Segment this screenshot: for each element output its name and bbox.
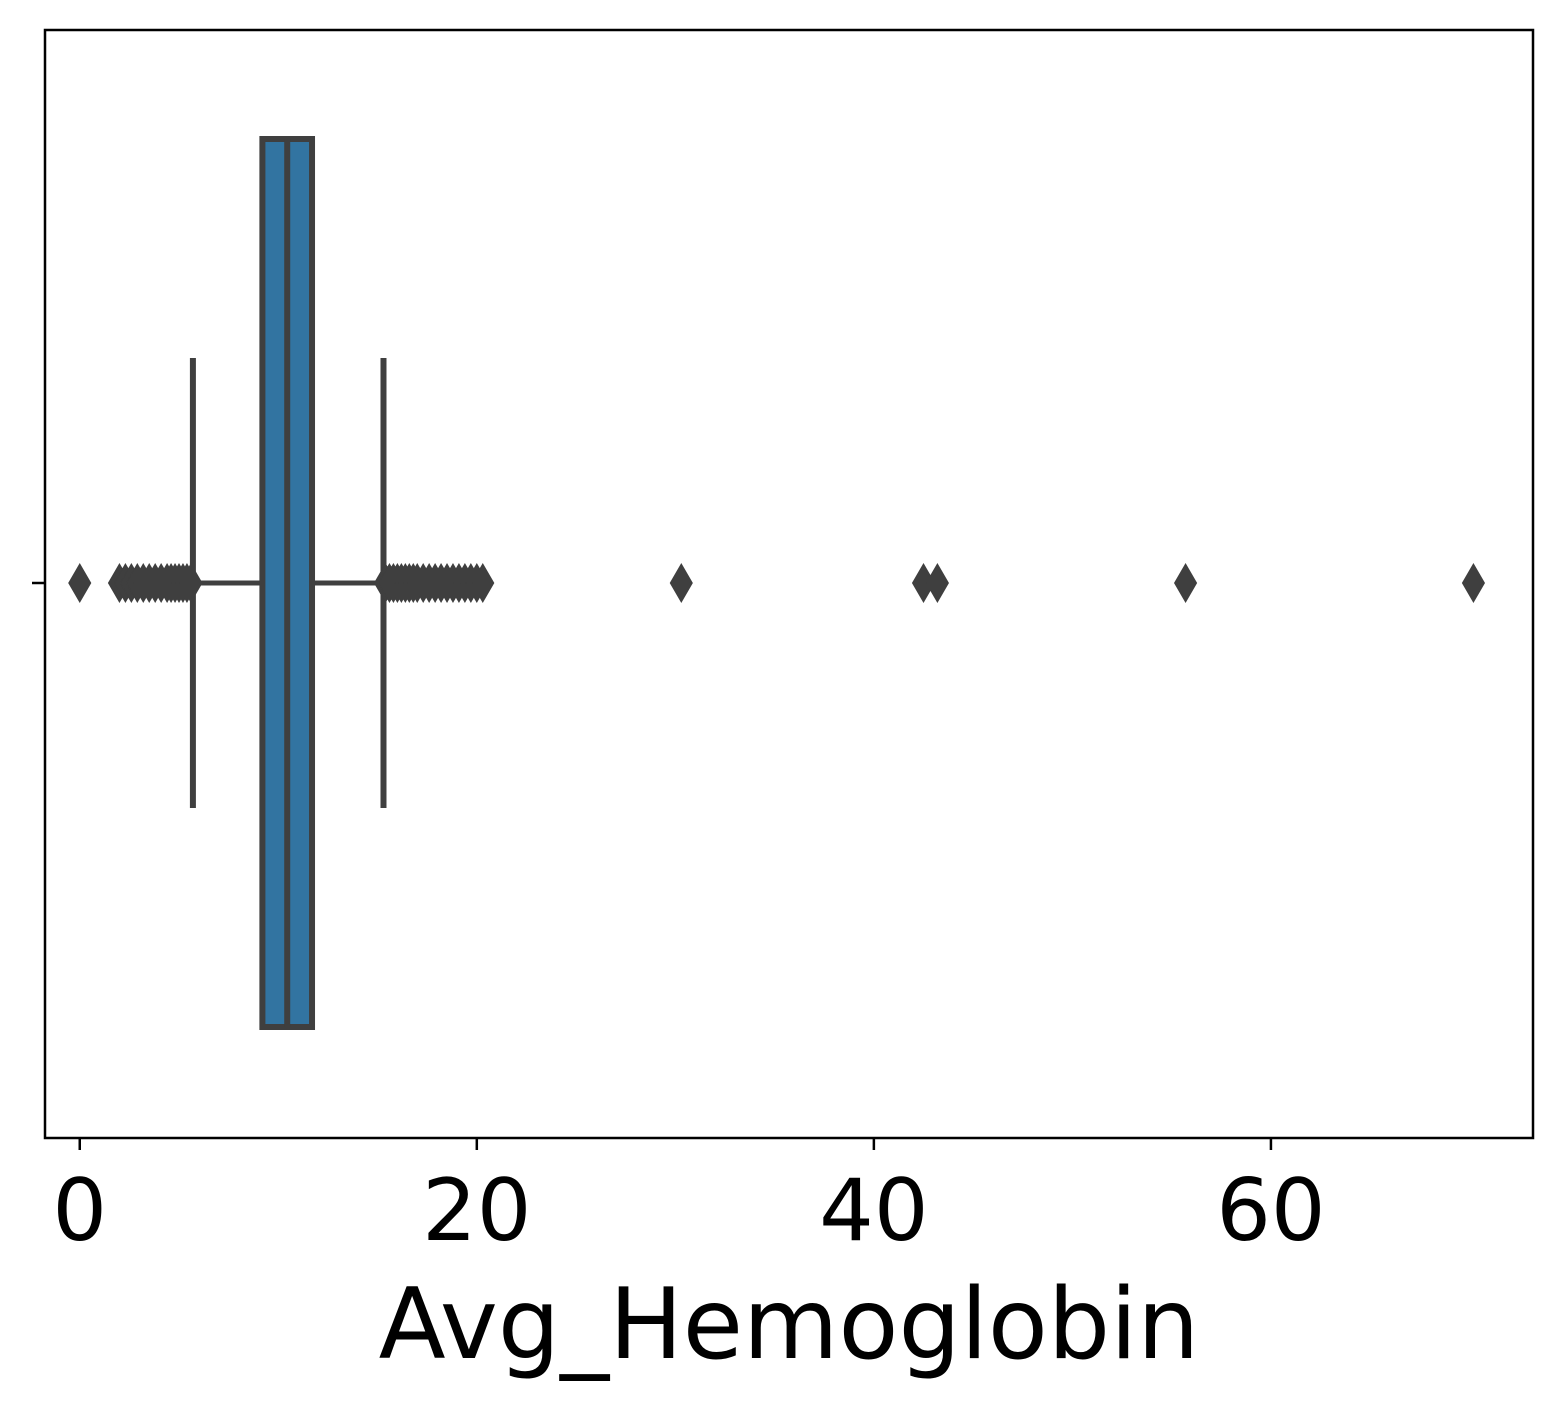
x-tick-label: 20 xyxy=(422,1161,531,1261)
outlier-point xyxy=(471,563,495,603)
outlier-point xyxy=(68,563,92,603)
outlier-point xyxy=(1173,563,1198,603)
plot-area xyxy=(68,136,1486,1030)
x-axis-title: Avg_Hemoglobin xyxy=(379,1268,1200,1382)
outlier-point xyxy=(925,563,949,603)
outlier-point xyxy=(669,563,693,603)
outlier-point xyxy=(1461,563,1486,603)
x-tick-label: 40 xyxy=(819,1161,928,1261)
x-tick-label: 0 xyxy=(52,1161,107,1261)
outlier-point xyxy=(179,563,203,603)
x-axis: 0 20 40 60 xyxy=(52,1138,1326,1261)
x-tick-label: 60 xyxy=(1216,1161,1325,1261)
